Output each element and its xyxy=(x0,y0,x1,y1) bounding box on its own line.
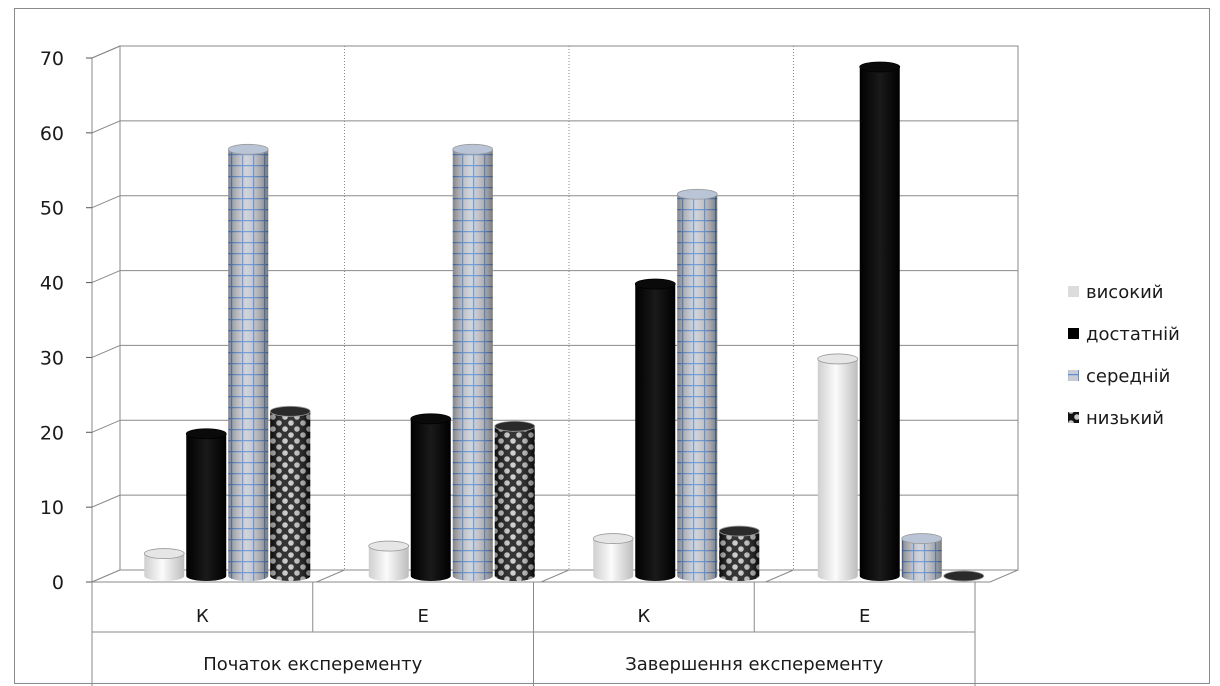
bar-top xyxy=(143,548,185,559)
bar-top xyxy=(592,533,634,544)
gridline-side xyxy=(91,195,121,209)
category-label: К xyxy=(196,606,209,627)
bar-1-4 xyxy=(817,353,859,581)
bar-2-1 xyxy=(185,428,227,581)
floor-divider xyxy=(765,569,794,583)
bar-4-2 xyxy=(494,420,536,581)
bar-body xyxy=(859,66,900,581)
bar-4-4 xyxy=(943,570,985,582)
floor-divider xyxy=(316,569,345,583)
group-label: Початок експеременту xyxy=(203,654,422,675)
gridline-side xyxy=(91,494,121,508)
bar-shade xyxy=(270,411,311,581)
bar-top xyxy=(452,143,494,155)
bar-4-3 xyxy=(718,525,760,581)
bar-shade xyxy=(901,538,942,581)
bar-3-3 xyxy=(676,188,718,581)
legend-label: середній xyxy=(1086,366,1170,387)
bar-top xyxy=(676,188,718,200)
bar-top xyxy=(494,420,536,432)
bar-shade xyxy=(494,426,535,581)
y-tick-label: 40 xyxy=(40,273,64,295)
bar-shade xyxy=(719,531,760,581)
bar-shade xyxy=(677,194,718,581)
category-label: Е xyxy=(859,606,870,627)
y-tick-label: 10 xyxy=(40,497,64,519)
gridline-side xyxy=(91,419,121,433)
legend-label: достатній xyxy=(1086,324,1180,345)
y-tick-label: 50 xyxy=(40,198,64,220)
y-tick-label: 20 xyxy=(40,422,64,444)
bar-top xyxy=(859,61,901,73)
bar-body xyxy=(635,284,676,581)
bar-2-4 xyxy=(859,61,901,581)
bar-body xyxy=(593,538,634,581)
y-tick-label: 30 xyxy=(40,347,64,369)
bar-top xyxy=(410,413,452,425)
legend: високий достатній середній низький xyxy=(1068,282,1180,429)
bar-top xyxy=(227,143,269,155)
legend-swatch xyxy=(1068,412,1079,423)
bar-2-3 xyxy=(634,278,676,581)
bar-top xyxy=(901,533,943,544)
bar-1-3 xyxy=(592,533,634,581)
bar-top xyxy=(718,525,760,537)
bar-shade xyxy=(228,149,269,582)
category-label: Е xyxy=(417,606,428,627)
bar-3-1 xyxy=(227,143,269,582)
legend-swatch xyxy=(1068,328,1079,339)
bar-top xyxy=(368,540,410,552)
bar-top xyxy=(269,405,311,417)
bar-body xyxy=(817,358,858,581)
bar-body xyxy=(186,433,227,581)
bar-body xyxy=(144,553,185,581)
bar-top xyxy=(817,353,859,365)
group-label: Завершення експеременту xyxy=(625,654,883,675)
gridline-side xyxy=(91,120,121,134)
gridline-side xyxy=(91,45,121,59)
bar-top xyxy=(185,428,227,440)
bar-1-2 xyxy=(368,540,410,581)
bar-3-2 xyxy=(452,143,494,582)
bar-shade xyxy=(452,149,493,582)
legend-label: низький xyxy=(1086,408,1164,429)
legend-swatch xyxy=(1068,370,1079,381)
bar-series xyxy=(143,61,985,582)
bar-3-4 xyxy=(901,533,943,581)
bar-top xyxy=(943,570,985,582)
legend-swatch xyxy=(1068,286,1079,297)
bar-top xyxy=(634,278,676,290)
bar-body xyxy=(410,418,451,581)
gridline-side xyxy=(91,344,121,358)
bar-4-1 xyxy=(269,405,311,581)
y-tick-label: 70 xyxy=(40,48,64,70)
legend-label: високий xyxy=(1086,282,1163,303)
bar-2-2 xyxy=(410,413,452,581)
gridline-side xyxy=(91,270,121,284)
bar-body xyxy=(368,546,409,581)
bar-1-1 xyxy=(143,548,185,581)
y-tick-label: 60 xyxy=(40,123,64,145)
category-label: К xyxy=(637,606,650,627)
floor-divider xyxy=(540,569,570,583)
y-tick-label: 0 xyxy=(52,572,64,594)
axes: 0 10 20 30 40 50 60 70 К Е К Е Початок експеременту З… xyxy=(40,48,976,686)
